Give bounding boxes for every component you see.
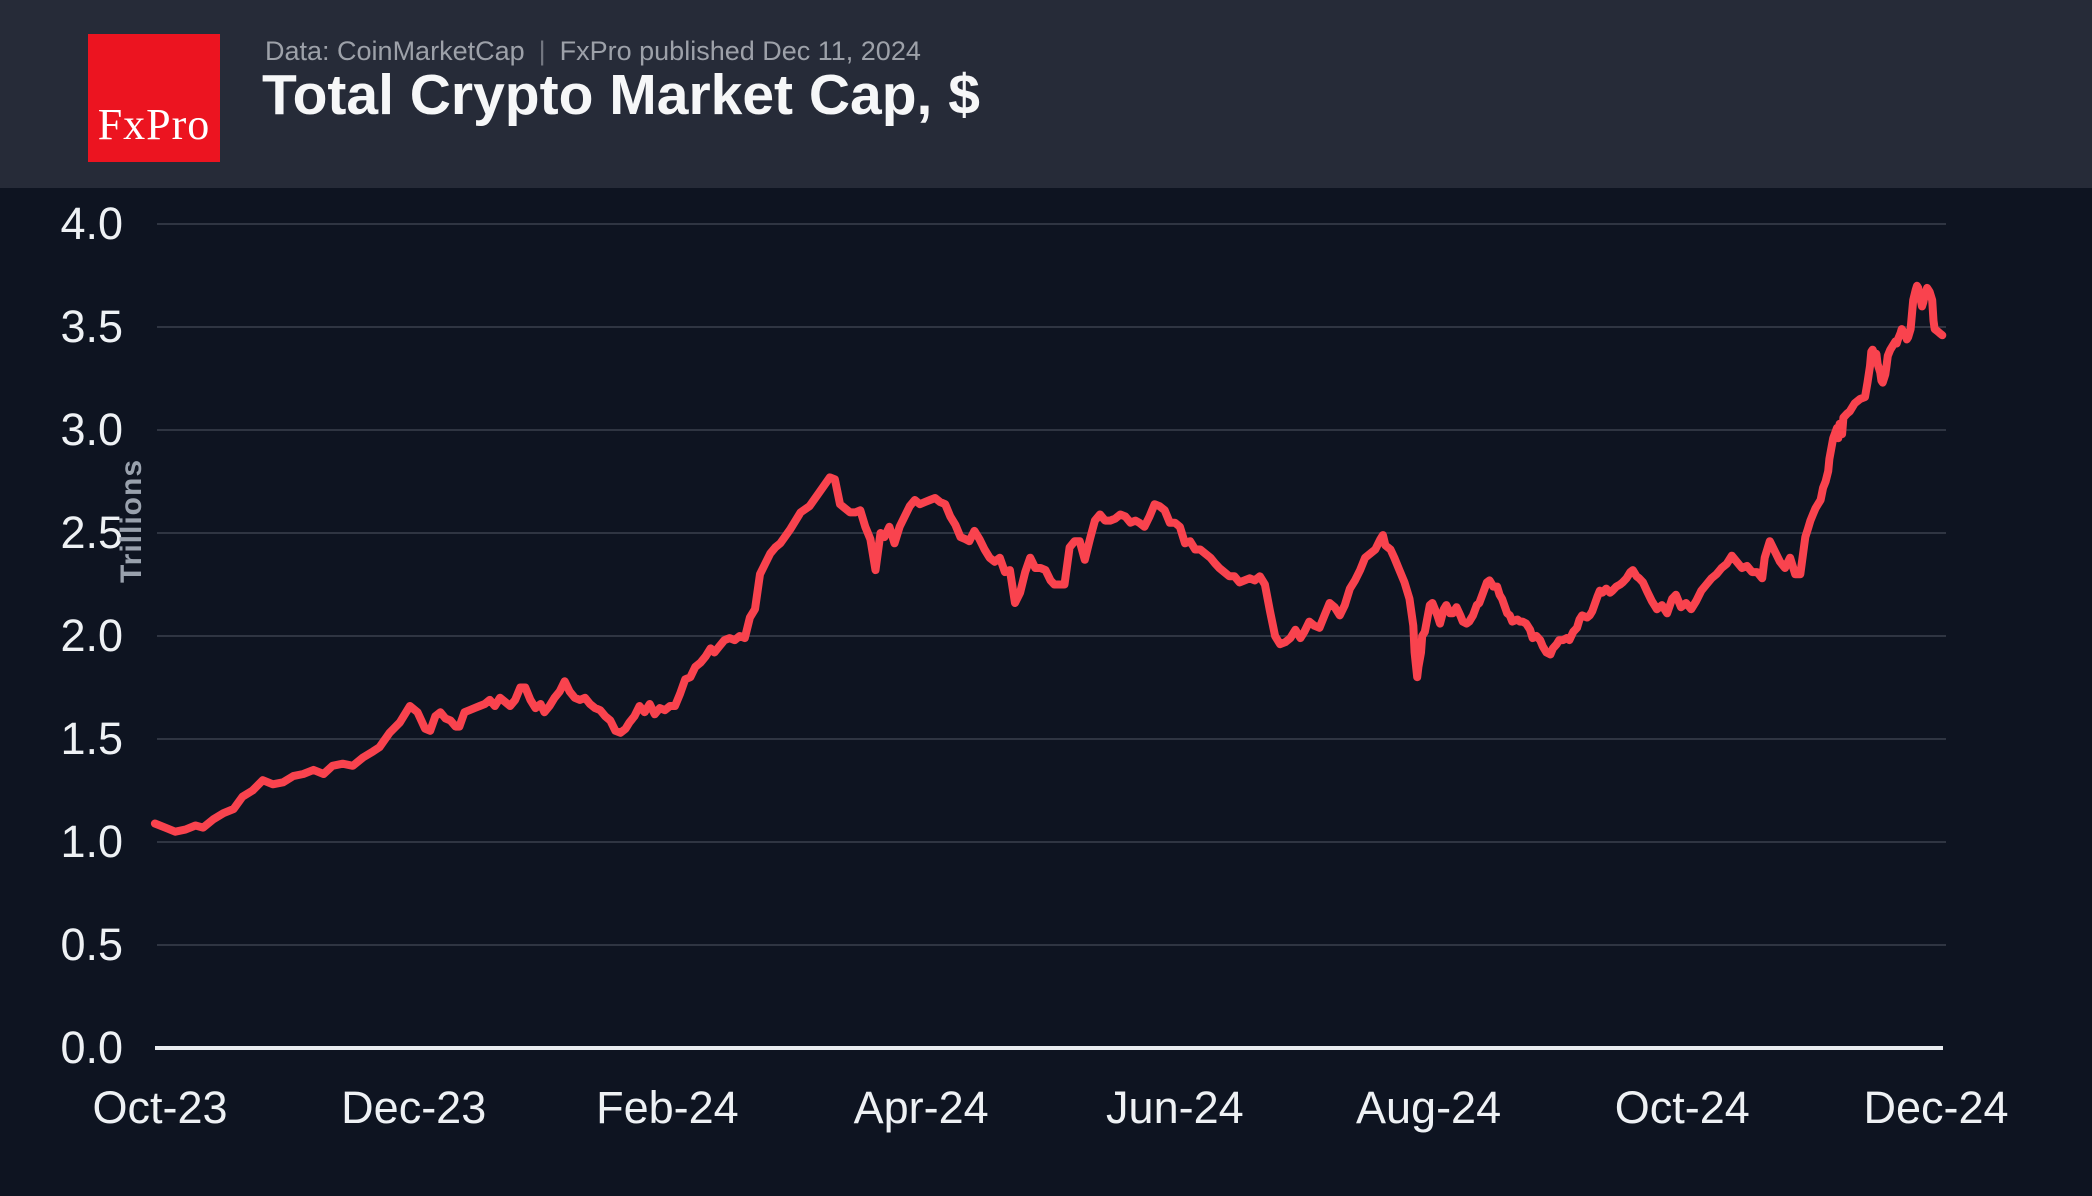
x-tick-label: Apr-24 (853, 1082, 989, 1133)
y-tick-label: 1.5 (60, 713, 123, 764)
chart-area: 0.0 0.5 1.0 1.5 2.0 2.5 3.0 3.5 4.0 Trillions Oc… (0, 188, 2092, 1196)
data-source-text: Data: CoinMarketCap (265, 36, 525, 66)
x-tick-label: Dec-24 (1863, 1082, 2009, 1133)
x-tick-label: Aug-24 (1356, 1082, 1502, 1133)
x-tick-label: Jun-24 (1106, 1082, 1244, 1133)
chart-title: Total Crypto Market Cap, $ (262, 63, 980, 127)
x-tick-label: Oct-23 (92, 1082, 228, 1133)
plot-canvas (150, 223, 1947, 1050)
header-bar: FxPro Data: CoinMarketCap | FxPro publishe… (0, 0, 2092, 188)
fxpro-logo: FxPro (88, 34, 220, 162)
chart-source-line: Data: CoinMarketCap | FxPro published Dec … (265, 36, 921, 67)
y-axis: 0.0 0.5 1.0 1.5 2.0 2.5 3.0 3.5 4.0 (0, 188, 123, 1196)
x-tick-label: Oct-24 (1614, 1082, 1750, 1133)
y-tick-label: 1.0 (60, 816, 123, 867)
y-tick-label: 0.0 (60, 1022, 123, 1073)
y-tick-label: 2.0 (60, 610, 123, 661)
y-tick-label: 0.5 (60, 919, 123, 970)
y-tick-label: 3.0 (60, 404, 123, 455)
source-separator: | (538, 36, 546, 66)
fxpro-logo-text: FxPro (97, 100, 211, 149)
y-tick-label: 4.0 (60, 198, 123, 249)
y-tick-label: 3.5 (60, 301, 123, 352)
y-tick-label: 2.5 (60, 507, 123, 558)
x-tick-label: Feb-24 (596, 1082, 739, 1133)
published-text: FxPro published Dec 11, 2024 (559, 36, 921, 66)
y-axis-title: Trillions (115, 458, 148, 584)
x-tick-label: Dec-23 (341, 1082, 487, 1133)
market-cap-line (150, 281, 1947, 836)
